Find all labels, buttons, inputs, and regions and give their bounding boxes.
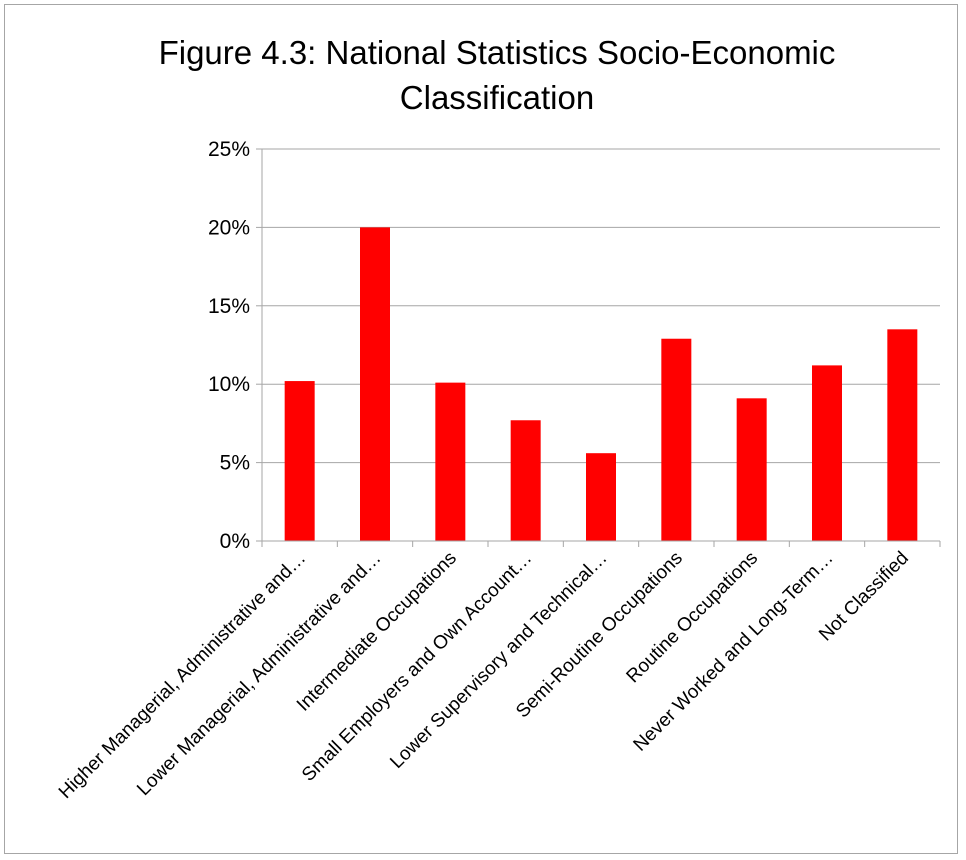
x-category-label: Intermediate Occupations <box>293 548 461 716</box>
bar <box>586 453 616 541</box>
y-tick-label: 15% <box>208 295 250 318</box>
bar <box>887 329 918 541</box>
y-tick-label: 25% <box>208 138 250 161</box>
chart-frame <box>4 4 958 854</box>
bar <box>510 420 541 541</box>
bar <box>360 227 390 541</box>
y-tick-label: 10% <box>208 373 250 396</box>
y-tick-label: 0% <box>220 530 250 553</box>
chart-title-line-2: Classification <box>400 79 594 116</box>
y-tick-label: 5% <box>220 452 250 475</box>
bar <box>812 365 842 541</box>
chart-title-line-1: Figure 4.3: National Statistics Socio-Ec… <box>159 34 836 71</box>
x-category-label: Routine Occupations <box>623 548 763 688</box>
bar <box>736 398 767 541</box>
bar <box>435 382 466 541</box>
bar <box>661 338 692 541</box>
bar <box>284 381 315 541</box>
y-tick-label: 20% <box>208 216 250 239</box>
